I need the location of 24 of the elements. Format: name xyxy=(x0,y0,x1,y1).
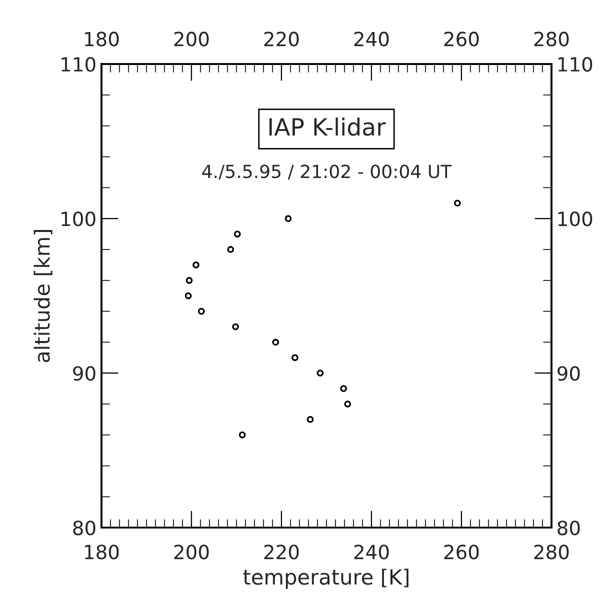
x-tick-label: 220 xyxy=(264,544,299,560)
y-tick-label: 100 xyxy=(62,212,96,226)
x-axis-title: temperature [K] xyxy=(243,568,408,589)
x2-tick-label: 180 xyxy=(85,32,119,46)
x2-tick-label: 260 xyxy=(444,32,479,46)
y2-tick-label: 100 xyxy=(558,212,592,226)
x-tick-label: 240 xyxy=(354,544,389,560)
x2-tick-label: 240 xyxy=(354,32,389,46)
y2-tick-label: 80 xyxy=(558,520,580,536)
text: IAP K-lidar xyxy=(269,118,386,136)
y-tick-label: 90 xyxy=(73,366,96,381)
x-tick-label: 260 xyxy=(444,544,479,560)
y-tick-label: 110 xyxy=(62,57,96,72)
text: 4./5.5.95 / 21:02 - 00:04 UT xyxy=(202,164,452,180)
x-tick-label: 200 xyxy=(174,544,209,560)
x-tick-label: 280 xyxy=(534,544,569,560)
x2-tick-label: 200 xyxy=(174,32,209,46)
y2-tick-label: 90 xyxy=(558,366,580,381)
y-tick-label: 80 xyxy=(73,520,96,536)
y2-tick-label: 110 xyxy=(558,57,592,72)
y-axis-title: altitude [km] xyxy=(34,230,52,362)
x2-tick-label: 280 xyxy=(534,32,569,46)
x-tick-label: 180 xyxy=(85,544,119,560)
x2-tick-label: 220 xyxy=(264,32,299,46)
